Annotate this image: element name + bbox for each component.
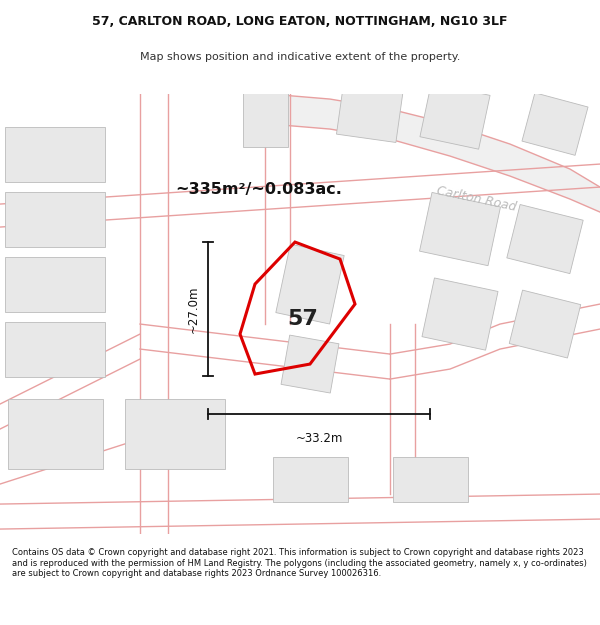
Polygon shape <box>242 82 287 147</box>
Polygon shape <box>125 399 225 469</box>
Text: Carlton Road: Carlton Road <box>435 184 517 214</box>
Polygon shape <box>5 192 105 247</box>
Text: 57: 57 <box>287 309 318 329</box>
Polygon shape <box>276 244 344 324</box>
Polygon shape <box>507 204 583 274</box>
Polygon shape <box>270 94 600 212</box>
Polygon shape <box>281 335 339 393</box>
Text: ~27.0m: ~27.0m <box>187 285 200 333</box>
Polygon shape <box>337 79 404 142</box>
Text: ~33.2m: ~33.2m <box>295 432 343 445</box>
Text: Contains OS data © Crown copyright and database right 2021. This information is : Contains OS data © Crown copyright and d… <box>12 548 587 578</box>
Polygon shape <box>422 278 498 350</box>
Polygon shape <box>5 127 105 182</box>
Polygon shape <box>420 83 490 149</box>
Text: 57, CARLTON ROAD, LONG EATON, NOTTINGHAM, NG10 3LF: 57, CARLTON ROAD, LONG EATON, NOTTINGHAM… <box>92 14 508 28</box>
Text: Map shows position and indicative extent of the property.: Map shows position and indicative extent… <box>140 52 460 62</box>
Polygon shape <box>522 92 588 156</box>
Polygon shape <box>272 456 347 501</box>
Polygon shape <box>392 456 467 501</box>
Polygon shape <box>419 192 500 266</box>
Polygon shape <box>7 399 103 469</box>
Polygon shape <box>509 290 581 358</box>
Text: ~335m²/~0.083ac.: ~335m²/~0.083ac. <box>175 182 342 197</box>
Polygon shape <box>5 257 105 312</box>
Polygon shape <box>5 322 105 376</box>
